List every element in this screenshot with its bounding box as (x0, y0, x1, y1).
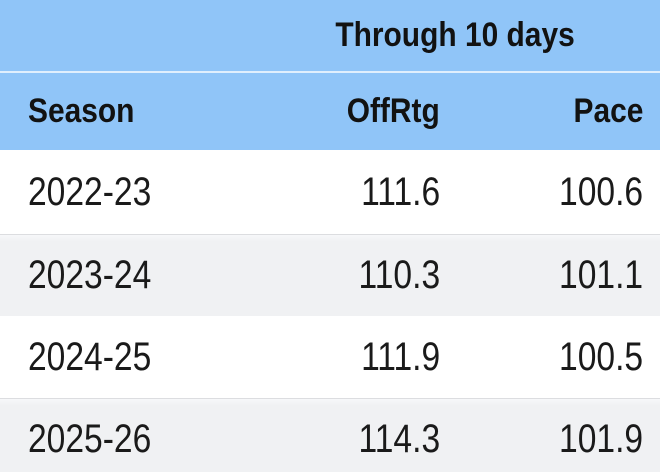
offrtg-cell: 111.9 (250, 316, 460, 398)
season-value: 2024-25 (28, 334, 152, 379)
season-cell: 2022-23 (0, 150, 250, 234)
column-header-season-label: Season (28, 92, 135, 130)
column-header-season: Season (0, 73, 250, 150)
season-cell: 2023-24 (0, 235, 250, 316)
offrtg-value: 111.9 (360, 334, 440, 379)
table-row: 2024-25 111.9 100.5 (0, 316, 660, 398)
season-value: 2022-23 (28, 169, 152, 214)
offrtg-value: 111.6 (360, 169, 440, 214)
pace-cell: 101.1 (460, 235, 660, 316)
pace-value: 101.1 (558, 253, 643, 297)
group-header-label: Through 10 days (335, 16, 575, 54)
table-row: 2025-26 114.3 101.9 (0, 398, 660, 472)
group-header-spacer (0, 0, 250, 71)
season-value: 2025-26 (28, 417, 152, 461)
group-header-cell: Through 10 days (250, 0, 660, 71)
group-header-row: Through 10 days (0, 0, 660, 73)
column-header-offrtg-label: OffRtg (346, 92, 440, 130)
column-header-pace-label: Pace (573, 92, 643, 130)
column-header-offrtg: OffRtg (250, 73, 460, 150)
offrtg-cell: 111.6 (250, 150, 460, 234)
season-value: 2023-24 (28, 253, 152, 297)
offrtg-cell: 114.3 (250, 399, 460, 472)
season-cell: 2025-26 (0, 399, 250, 472)
pace-cell: 100.6 (460, 150, 660, 234)
offrtg-value: 114.3 (358, 417, 440, 461)
pace-value: 101.9 (558, 417, 643, 461)
column-header-row: Season OffRtg Pace (0, 73, 660, 150)
pace-cell: 101.9 (460, 399, 660, 472)
offrtg-value: 110.3 (358, 253, 440, 297)
column-header-pace: Pace (460, 73, 660, 150)
pace-value: 100.5 (558, 334, 643, 379)
offrtg-cell: 110.3 (250, 235, 460, 316)
pace-cell: 100.5 (460, 316, 660, 398)
pace-value: 100.6 (558, 169, 643, 214)
season-cell: 2024-25 (0, 316, 250, 398)
table-row: 2022-23 111.6 100.6 (0, 150, 660, 234)
table-row: 2023-24 110.3 101.1 (0, 234, 660, 316)
